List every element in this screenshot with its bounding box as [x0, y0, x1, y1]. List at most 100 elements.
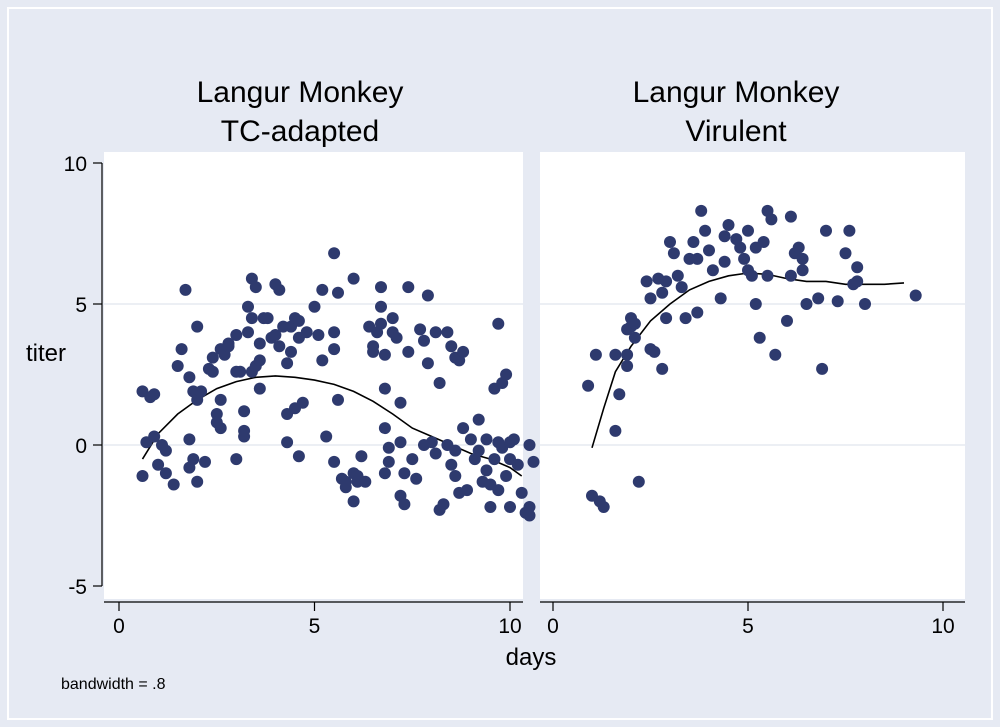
data-point [367, 345, 380, 358]
data-point [784, 269, 797, 282]
data-point [480, 433, 493, 446]
data-point [457, 422, 470, 435]
data-point [722, 219, 735, 231]
data-point [769, 348, 782, 361]
data-point [191, 475, 204, 488]
data-point [136, 470, 149, 482]
data-point [253, 354, 266, 367]
data-point [859, 298, 871, 310]
data-point [253, 382, 266, 395]
x-axis-2: 0 5 10 [540, 601, 965, 638]
data-point [609, 424, 622, 437]
data-point [582, 379, 595, 392]
panel-2-title-line-2: Virulent [685, 115, 787, 148]
data-point [691, 306, 704, 319]
data-point [195, 385, 208, 398]
data-point [320, 430, 333, 443]
data-point [812, 292, 825, 305]
data-point [425, 436, 438, 449]
data-point [187, 453, 200, 466]
data-point [328, 455, 341, 468]
data-point [269, 329, 282, 341]
data-point [656, 362, 669, 375]
x-tick-label-5: 5 [742, 615, 754, 638]
data-point [718, 230, 731, 243]
x-tick-label-0: 0 [547, 615, 559, 638]
data-point [347, 272, 360, 285]
data-point [738, 252, 751, 265]
data-point [148, 430, 161, 443]
y-axis-label: titer [26, 340, 66, 367]
data-point [504, 501, 516, 513]
data-point [402, 281, 415, 294]
panel-virulent: Langur Monkey Virulent 0 5 10 [540, 76, 965, 638]
panel-1-title-line-1: Langur Monkey [197, 76, 404, 109]
data-point [441, 326, 454, 339]
data-point [332, 286, 344, 299]
y-tick-label-5: 5 [75, 294, 87, 317]
data-point [328, 247, 341, 260]
data-point [742, 224, 754, 237]
data-point [378, 382, 391, 395]
x-tick-label-10: 10 [931, 615, 954, 638]
data-point [706, 264, 719, 277]
data-point [332, 393, 344, 406]
data-point [472, 413, 485, 426]
data-point [328, 343, 341, 356]
data-point [378, 348, 391, 361]
data-point [831, 295, 844, 308]
x-tick-label-5: 5 [309, 615, 321, 638]
data-point [159, 467, 172, 480]
data-point [347, 495, 360, 508]
data-point [206, 351, 219, 364]
data-point [410, 472, 423, 485]
data-point [245, 312, 258, 325]
data-point [167, 478, 180, 491]
data-point [242, 326, 254, 339]
data-point [445, 458, 458, 471]
points-2 [582, 204, 922, 513]
data-point [261, 312, 274, 325]
data-point [718, 255, 731, 268]
data-point [398, 467, 411, 480]
data-point [515, 486, 528, 499]
data-point [589, 348, 602, 361]
data-point [784, 210, 797, 223]
data-point [660, 312, 673, 325]
data-point [273, 340, 286, 353]
data-point [308, 300, 321, 313]
data-point [781, 314, 793, 327]
data-point [472, 444, 485, 457]
data-point [664, 236, 676, 248]
data-point [457, 345, 470, 358]
bandwidth-note: bandwidth = .8 [61, 676, 166, 693]
points-1 [136, 247, 540, 522]
data-point [679, 312, 692, 325]
data-point [281, 357, 294, 370]
data-point [488, 453, 501, 466]
data-point [644, 292, 657, 305]
data-point [414, 323, 427, 336]
data-point [909, 289, 922, 302]
data-point [242, 300, 254, 313]
data-point [171, 360, 184, 372]
data-point [339, 475, 352, 488]
data-point [378, 467, 391, 480]
data-point [628, 331, 641, 344]
data-point [437, 498, 450, 511]
data-point [210, 408, 223, 420]
data-point [621, 348, 634, 361]
data-point [292, 450, 305, 463]
data-point [691, 252, 704, 265]
data-point [765, 213, 778, 226]
data-point [429, 326, 442, 339]
data-point [492, 317, 505, 330]
data-point [273, 283, 286, 296]
data-point [613, 388, 626, 401]
x-tick-label-10: 10 [498, 615, 521, 638]
data-point [648, 345, 661, 358]
data-point [632, 475, 645, 488]
data-point [511, 458, 524, 471]
data-point [523, 501, 536, 513]
data-point [421, 357, 434, 370]
